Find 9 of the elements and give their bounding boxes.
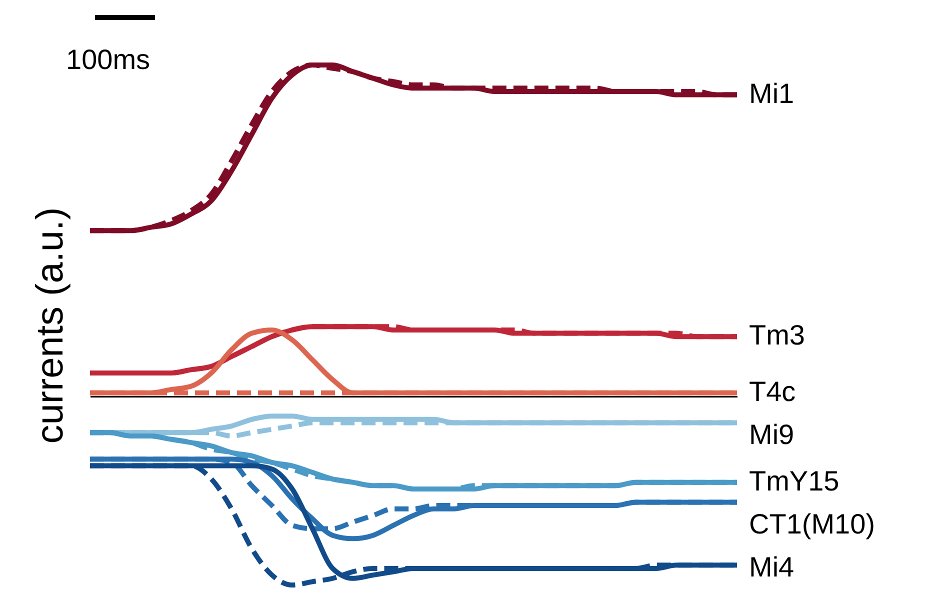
y-axis-title: currents (a.u.): [30, 207, 72, 444]
annotation: 100ms: [66, 44, 150, 76]
series-label: T4c: [749, 376, 796, 407]
series-label: Mi1: [749, 78, 794, 109]
series-label: CT1(M10): [749, 508, 876, 540]
series-label: Tm3: [749, 320, 805, 351]
series-label: Mi9: [749, 418, 794, 450]
series-label: Mi4: [749, 551, 794, 582]
series-label: TmY15: [749, 465, 840, 496]
